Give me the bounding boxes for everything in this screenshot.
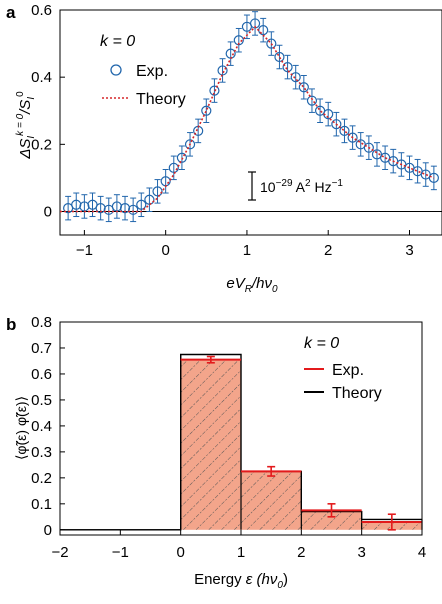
legend-exp-marker: [110, 64, 122, 76]
y-tick-label: 0.2: [31, 136, 52, 153]
y-tick-label: 0.1: [31, 496, 52, 513]
panel-a-y-axis-label: ΔSIk = 0/SI0: [15, 91, 37, 160]
x-tick-label: 3: [405, 242, 413, 259]
y-tick-label: 0.8: [31, 314, 52, 331]
exp-data-point: [249, 18, 261, 29]
y-tick-label: 0.5: [31, 392, 52, 409]
panel-a-y-ticks: 0 0.2 0.4 0.6: [31, 2, 65, 220]
exp-data-point: [363, 142, 374, 153]
exp-data-point: [128, 204, 139, 215]
y-tick-label: 0: [44, 522, 52, 539]
scale-bar-label: 10−29 A2 Hz−1: [260, 178, 343, 195]
panel-b-error-bars: [206, 355, 396, 531]
exp-data-point: [201, 105, 212, 116]
exp-data-point: [95, 203, 106, 214]
legend-exp-label: Exp.: [136, 63, 168, 80]
panel-a-theory-line: [60, 25, 435, 213]
exp-data-point: [136, 199, 147, 210]
x-tick-label: 2: [324, 242, 332, 259]
panel-b-label: b: [6, 315, 16, 334]
panel-b-x-axis-label: Energy ε (hν0): [194, 571, 288, 591]
x-tick-label: 0: [176, 544, 184, 561]
panel-a-frame: [59, 9, 442, 236]
panel-b-bars: [180, 354, 423, 530]
panel-b-y-axis-label: ⟨φ̃(ε) φ̃(ε)⟩: [13, 396, 29, 460]
legend-theory-label: Theory: [136, 91, 186, 108]
x-tick-label: 0: [161, 242, 169, 259]
y-tick-label: 0: [44, 203, 52, 220]
panel-a-x-axis-label: eVR/hν0: [226, 275, 278, 295]
y-tick-label: 0.3: [31, 444, 52, 461]
exp-data-point: [298, 82, 309, 93]
y-tick-label: 0.6: [31, 366, 52, 383]
exp-data-point: [274, 51, 285, 63]
x-tick-label: −1: [76, 242, 93, 259]
x-tick-label: −1: [112, 544, 129, 561]
y-tick-label: 0.4: [31, 418, 52, 435]
exp-bar-hatch: [180, 359, 241, 530]
y-tick-label: 0.7: [31, 340, 52, 357]
legend-b-exp-label: Exp.: [332, 362, 364, 379]
panel-a-error-bars: [65, 11, 437, 223]
panel-b-chart: b 0 0.1 0.2 0.3 0.4 0.5 0.6 0.7 0.8 −2 −1 0 1 2 3 4 k …: [6, 314, 426, 591]
exp-data-point: [209, 85, 220, 96]
x-tick-label: 1: [243, 242, 251, 259]
panel-b-x-ticks: −2 −1 0 1 2 3 4: [51, 530, 426, 561]
exp-data-point: [119, 203, 131, 214]
x-tick-label: 3: [357, 544, 365, 561]
exp-data-point: [339, 125, 350, 136]
panel-a-exp-markers: [63, 18, 439, 215]
exp-data-point: [306, 95, 318, 106]
exp-data-point: [331, 119, 342, 130]
panel-a-x-ticks: −1 0 1 2 3: [76, 230, 414, 259]
x-tick-label: 2: [297, 544, 305, 561]
x-tick-label: 1: [237, 544, 245, 561]
exp-data-point: [168, 162, 179, 173]
exp-data-point: [184, 139, 196, 150]
panel-a-k-annotation: k = 0: [100, 33, 135, 50]
exp-data-point: [266, 38, 277, 49]
exp-data-point: [428, 172, 439, 184]
x-tick-label: −2: [51, 544, 68, 561]
y-tick-label: 0.2: [31, 470, 52, 487]
exp-data-point: [347, 132, 358, 143]
panel-b-y-ticks: 0 0.1 0.2 0.3 0.4 0.5 0.6 0.7 0.8: [31, 314, 65, 539]
exp-data-point: [176, 152, 188, 163]
y-tick-label: 0.4: [31, 69, 52, 86]
y-tick-label: 0.6: [31, 2, 52, 19]
panel-b-k-annotation: k = 0: [304, 335, 339, 352]
exp-bar-hatch: [301, 510, 362, 530]
exp-data-point: [282, 61, 293, 73]
exp-data-point: [71, 199, 82, 210]
x-tick-label: 4: [418, 544, 426, 561]
panel-a-label: a: [6, 3, 16, 22]
panel-a-chart: a 0 0.2 0.4 0.6 −1 0 1 2 3 k = 0 Exp. Theory 10…: [6, 2, 442, 295]
exp-data-point: [152, 186, 163, 197]
legend-b-theory-label: Theory: [332, 385, 382, 402]
exp-bar-hatch: [241, 471, 302, 530]
exp-data-point: [290, 72, 301, 83]
